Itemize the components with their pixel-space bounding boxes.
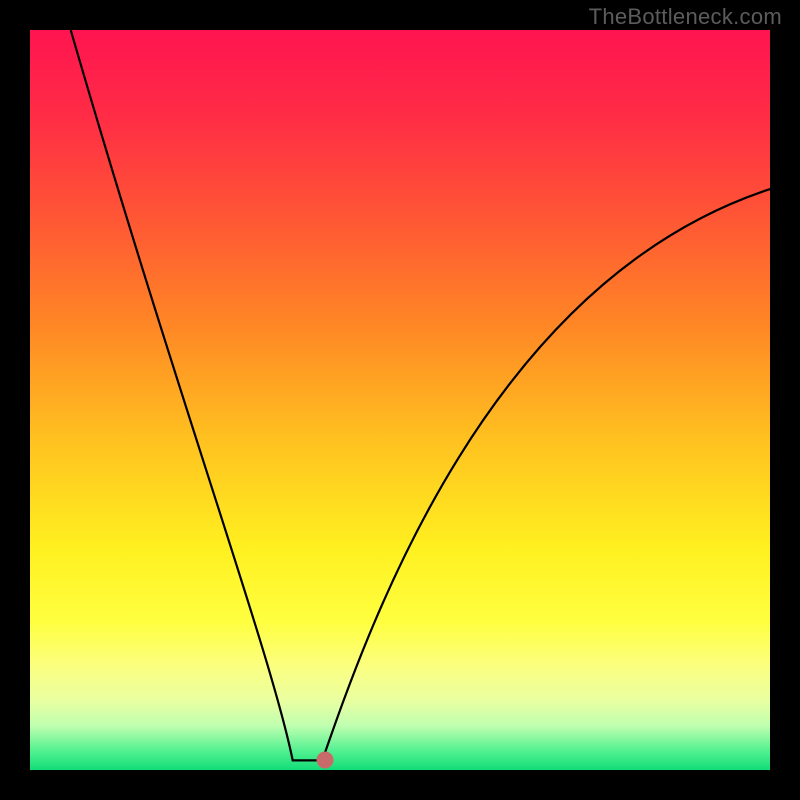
optimal-point-marker xyxy=(316,752,333,769)
curve-layer xyxy=(30,30,770,770)
watermark-text: TheBottleneck.com xyxy=(589,4,782,30)
plot-area xyxy=(30,30,770,770)
bottleneck-curve xyxy=(71,30,770,760)
